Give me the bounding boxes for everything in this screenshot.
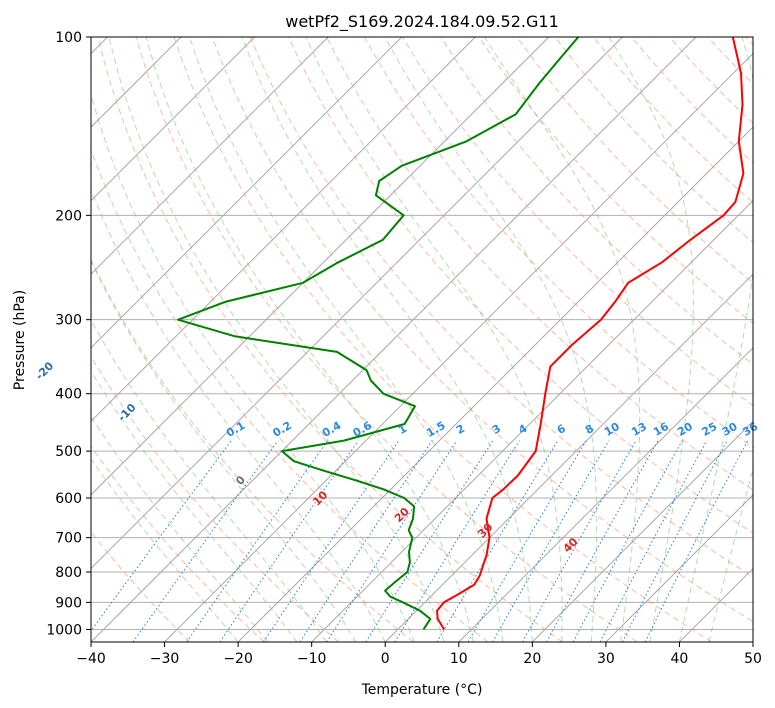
moist-adiabat	[708, 467, 753, 642]
x-tick-label: 10	[450, 651, 468, 667]
mixing-ratio-line	[394, 440, 520, 642]
x-tick-label: −10	[297, 651, 327, 667]
x-tick-label: 50	[744, 651, 762, 667]
isotherm-line	[91, 37, 256, 202]
moist-adiabat	[91, 259, 357, 642]
mixing-ratio-line	[572, 440, 683, 642]
isotherm-line	[91, 37, 403, 349]
mixing-ratio-line	[365, 440, 494, 642]
y-tick-label: 300	[55, 313, 82, 329]
y-tick-label: 200	[55, 208, 82, 224]
isotherm-line	[91, 37, 476, 423]
x-tick-label: 0	[381, 651, 390, 667]
moist-adiabat	[91, 369, 298, 642]
x-axis-label: Temperature (°C)	[361, 682, 483, 698]
dry-adiabat	[135, 37, 638, 642]
y-tick-label: 1000	[46, 622, 82, 638]
mixing-ratio-line	[219, 440, 359, 642]
dry-adiabat	[97, 37, 563, 642]
grid-layer	[91, 37, 753, 642]
isotherm-line	[91, 37, 697, 642]
mixing-ratio-line	[522, 440, 637, 642]
y-tick-label: 400	[55, 387, 82, 403]
dry-adiabat	[173, 37, 713, 642]
moist-adiabat	[108, 37, 445, 642]
temperature-profile	[436, 37, 745, 630]
x-tick-label: 20	[523, 651, 541, 667]
dry-adiabat	[91, 445, 265, 642]
isotherm-line	[91, 37, 623, 570]
isotherm-line	[605, 494, 753, 642]
moist-adiabat	[608, 37, 694, 642]
moist-adiabat	[678, 37, 753, 642]
mixing-ratio-line	[326, 440, 458, 642]
isotherm-line	[164, 52, 753, 642]
dry-adiabat	[326, 37, 753, 491]
x-tick-label: 40	[671, 651, 689, 667]
x-tick-label: −40	[76, 651, 106, 667]
x-tick-label: −20	[223, 651, 253, 667]
mixing-ratio-line	[467, 440, 587, 642]
moist-adiabat	[91, 188, 386, 642]
isotherm-line	[531, 420, 753, 642]
moist-adiabat	[91, 318, 327, 642]
y-tick-label: 800	[55, 565, 82, 581]
moist-adiabat	[484, 37, 641, 642]
moist-adiabat	[384, 37, 598, 642]
plot-frame	[90, 36, 754, 643]
mixing-ratio-line	[299, 440, 433, 642]
dry-adiabat	[91, 258, 414, 642]
moist-adiabat	[145, 37, 474, 642]
x-tick-label: −30	[150, 651, 180, 667]
y-tick-label: 600	[55, 491, 82, 507]
dry-adiabat	[249, 37, 753, 578]
y-tick-label: 900	[55, 595, 82, 611]
mixing-ratio-line	[91, 440, 232, 632]
moist-adiabat	[241, 37, 533, 642]
isotherm-line	[237, 126, 753, 642]
chart-title: wetPf2_S169.2024.184.09.52.G11	[285, 12, 559, 32]
mixing-ratio-line	[186, 440, 329, 642]
isotherm-line	[91, 37, 329, 275]
mixing-ratio-line	[263, 440, 400, 642]
dry-adiabat	[91, 355, 340, 642]
isotherm-line	[91, 37, 550, 496]
moist-adiabat	[189, 37, 504, 642]
series-layer	[177, 37, 745, 630]
dry-adiabat	[287, 37, 753, 534]
y-axis-label: Pressure (hPa)	[12, 290, 28, 390]
dewpoint-profile	[177, 37, 580, 630]
isotherm-line	[458, 347, 753, 642]
moist-adiabat	[91, 457, 239, 642]
mixing-ratio-line	[644, 440, 749, 642]
y-tick-label: 700	[55, 531, 82, 547]
mixing-ratio-line	[132, 440, 279, 642]
axis-layer: −40 −30 −20 −10 0 10 20 30 40 50 1000 900 800 700 600 5…	[46, 30, 762, 667]
isotherm-line	[384, 273, 753, 642]
moist-adiabat	[91, 415, 268, 642]
mixing-ratio-line	[492, 440, 610, 642]
x-tick-label: 30	[597, 651, 615, 667]
moist-adiabat	[305, 37, 563, 642]
mixing-ratio-line	[546, 440, 659, 642]
dry-adiabat	[211, 37, 753, 623]
y-tick-label: 100	[55, 30, 82, 46]
mixing-ratio-line	[436, 440, 559, 642]
y-tick-label: 500	[55, 444, 82, 460]
moist-adiabat	[91, 93, 416, 642]
